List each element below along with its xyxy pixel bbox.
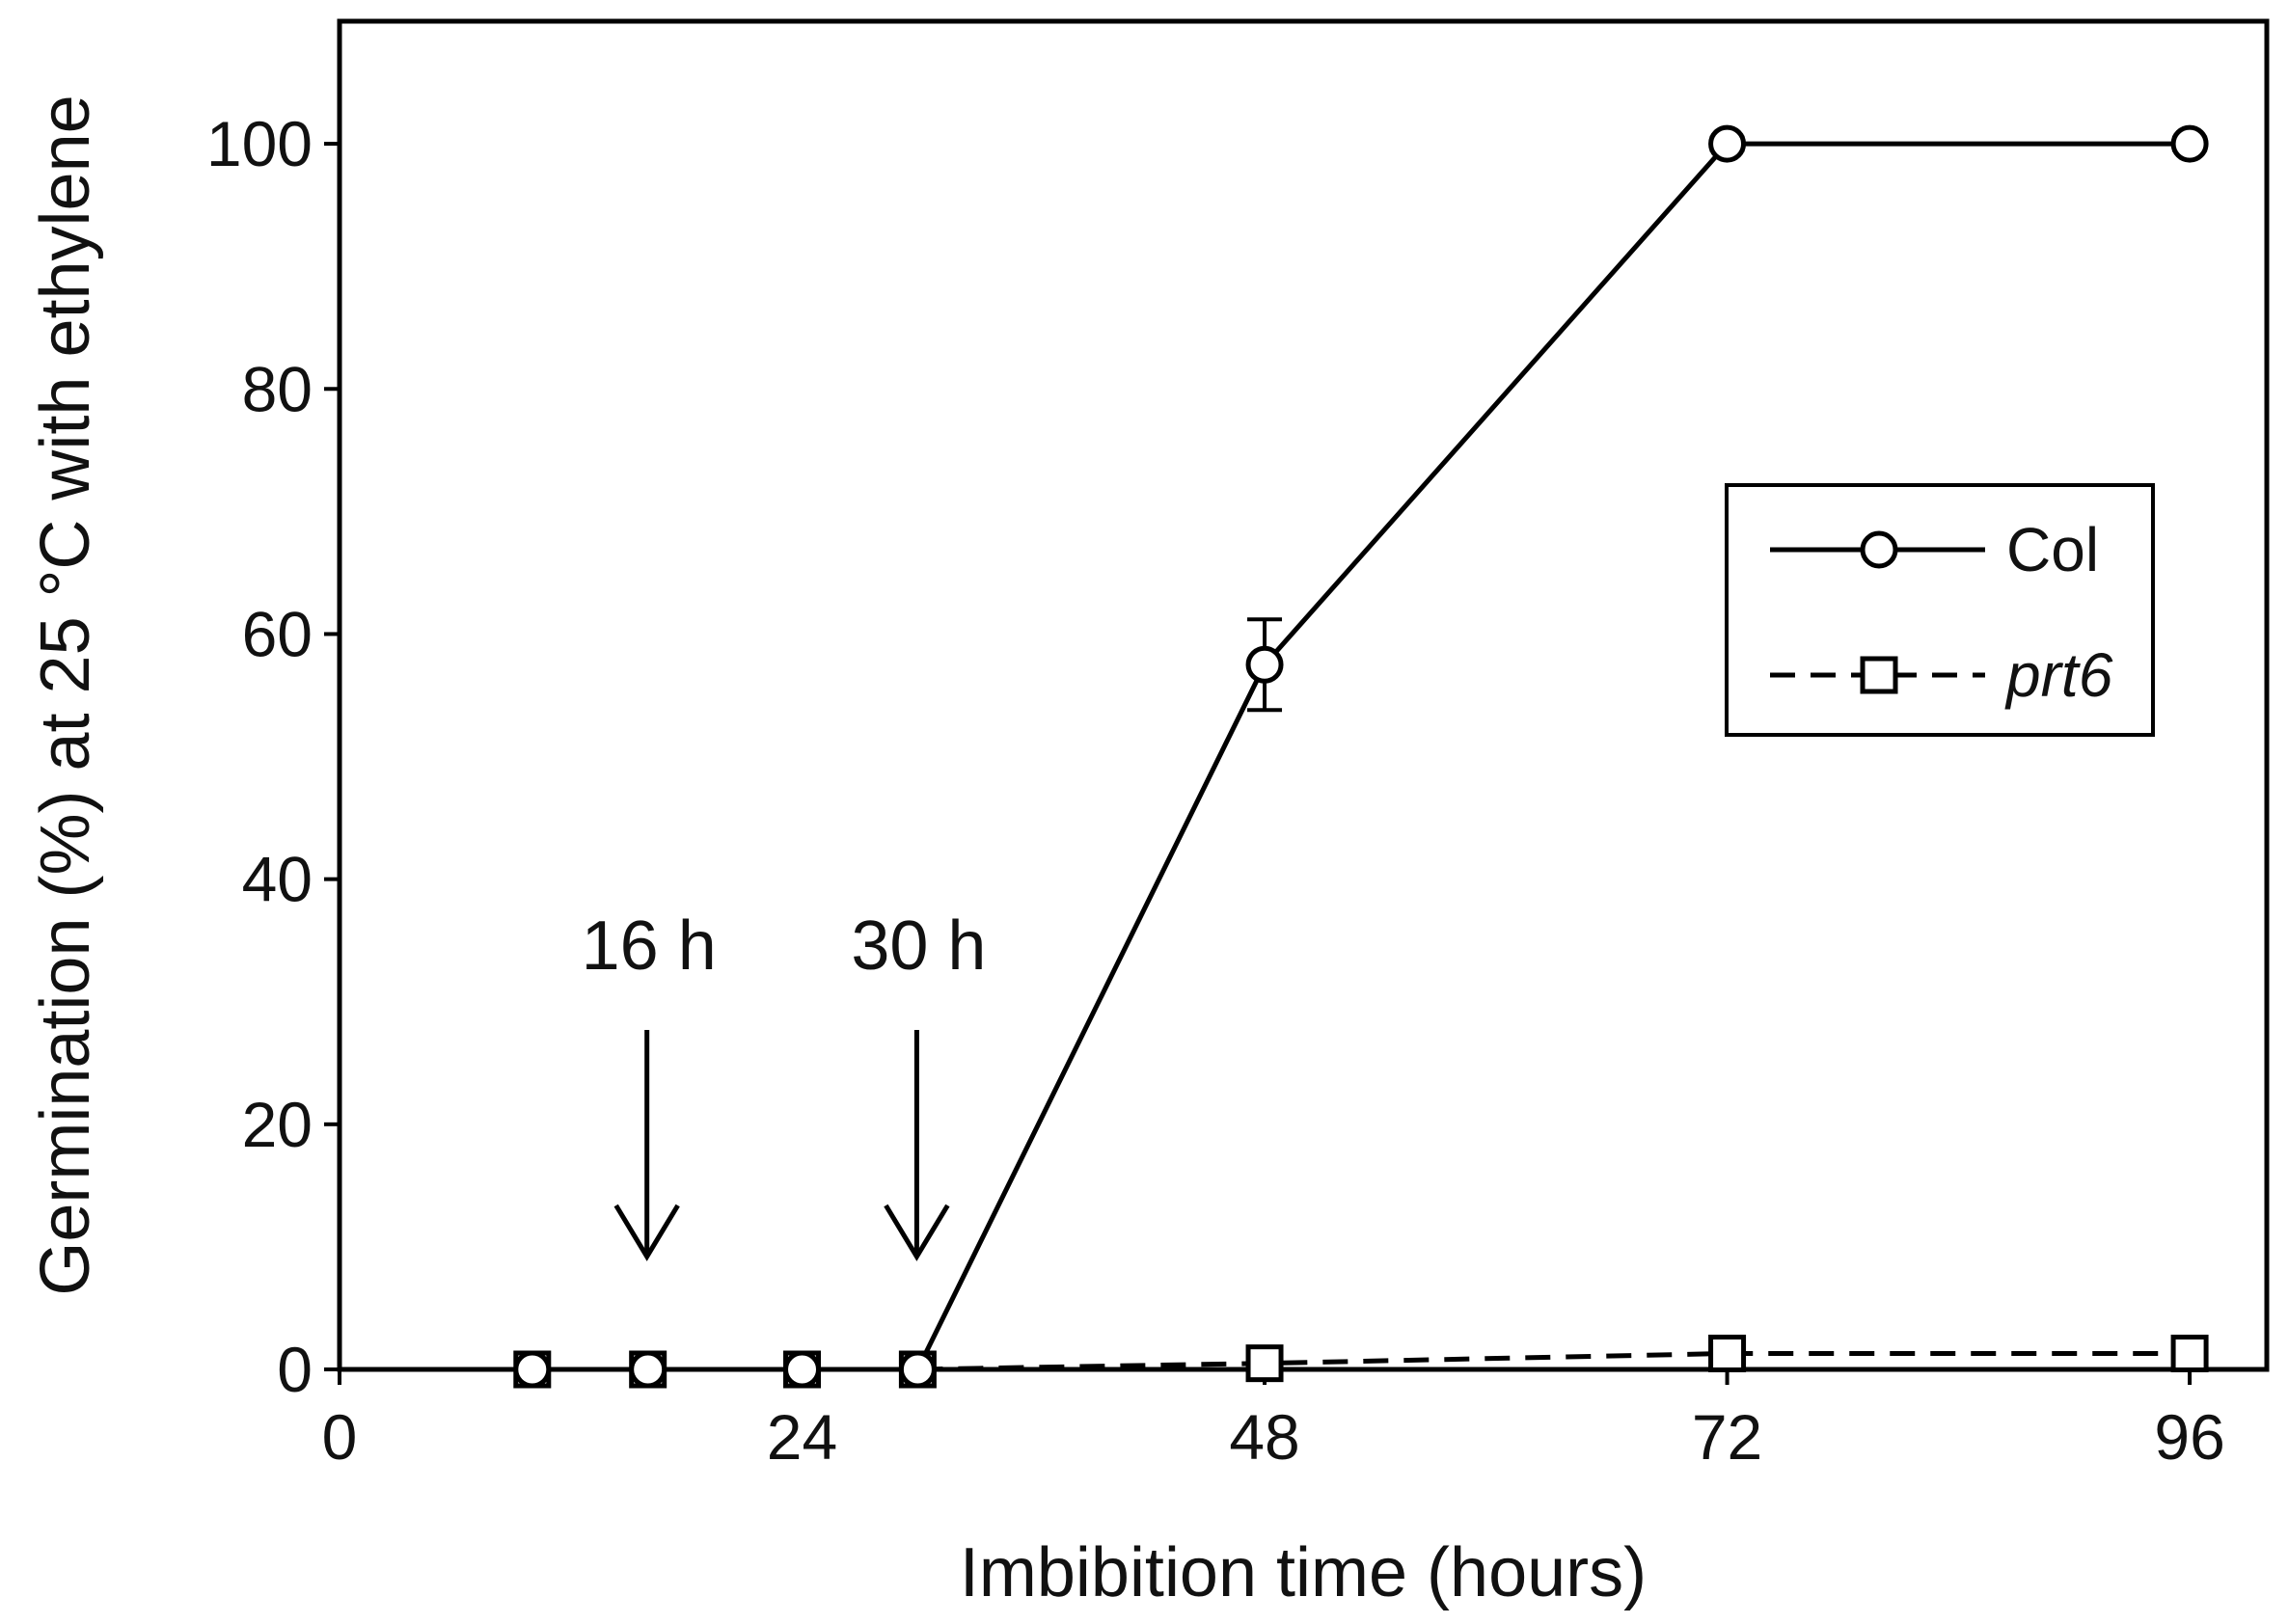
legend-marker-col-circle (1860, 530, 1898, 569)
data-point-col (513, 1350, 552, 1389)
axis-ticks: 0 24 48 72 96 0 20 40 60 80 100 (206, 108, 2225, 1473)
y-tick-label: 40 (242, 844, 313, 915)
annotation-arrow-head (884, 1204, 950, 1261)
legend-box (1725, 483, 2155, 737)
annotation: 30 h (851, 907, 986, 1261)
data-point-col (1245, 645, 1284, 684)
data-point-prt6 (2170, 1334, 2209, 1372)
y-tick-label: 80 (242, 353, 313, 424)
data-point-col (629, 1350, 667, 1389)
series-layer (513, 124, 2209, 1389)
x-tick-label: 72 (1692, 1401, 1762, 1473)
annotation-label: 30 h (851, 907, 986, 985)
legend-label-col: Col (2006, 515, 2099, 584)
annotation-label: 16 h (582, 907, 717, 985)
data-point-col (898, 1350, 937, 1389)
legend-marker-prt6-square (1860, 656, 1898, 694)
x-tick-label: 96 (2154, 1401, 2224, 1473)
data-point-col (2170, 124, 2209, 163)
y-tick-label: 20 (242, 1089, 313, 1160)
data-point-col (1708, 124, 1747, 163)
series-line-prt6 (917, 1350, 2191, 1372)
x-tick-label: 24 (767, 1401, 837, 1473)
annotation: 16 h (582, 907, 717, 1261)
x-tick-label: 0 (322, 1401, 358, 1473)
legend-label-prt6: prt6 (2004, 640, 2113, 710)
series-line-col (915, 141, 2191, 1371)
plot-frame (337, 18, 2270, 1372)
series-col (513, 124, 2209, 1389)
data-point-prt6 (1245, 1344, 1284, 1383)
annotations-layer: 16 h 30 h (582, 907, 986, 1261)
data-point-prt6 (1708, 1334, 1747, 1372)
data-point-col (783, 1350, 822, 1389)
y-tick-label: 100 (206, 108, 313, 179)
legend: Col prt6 (1725, 483, 2155, 737)
y-tick-label: 60 (242, 598, 313, 669)
y-tick-label: 0 (277, 1334, 313, 1405)
x-tick-label: 48 (1229, 1401, 1299, 1473)
y-axis-title: Germination (%) at 25 °C with ethylene (27, 95, 104, 1295)
x-axis-title: Imbibition time (hours) (960, 1534, 1647, 1611)
annotation-arrow-head (613, 1204, 680, 1261)
